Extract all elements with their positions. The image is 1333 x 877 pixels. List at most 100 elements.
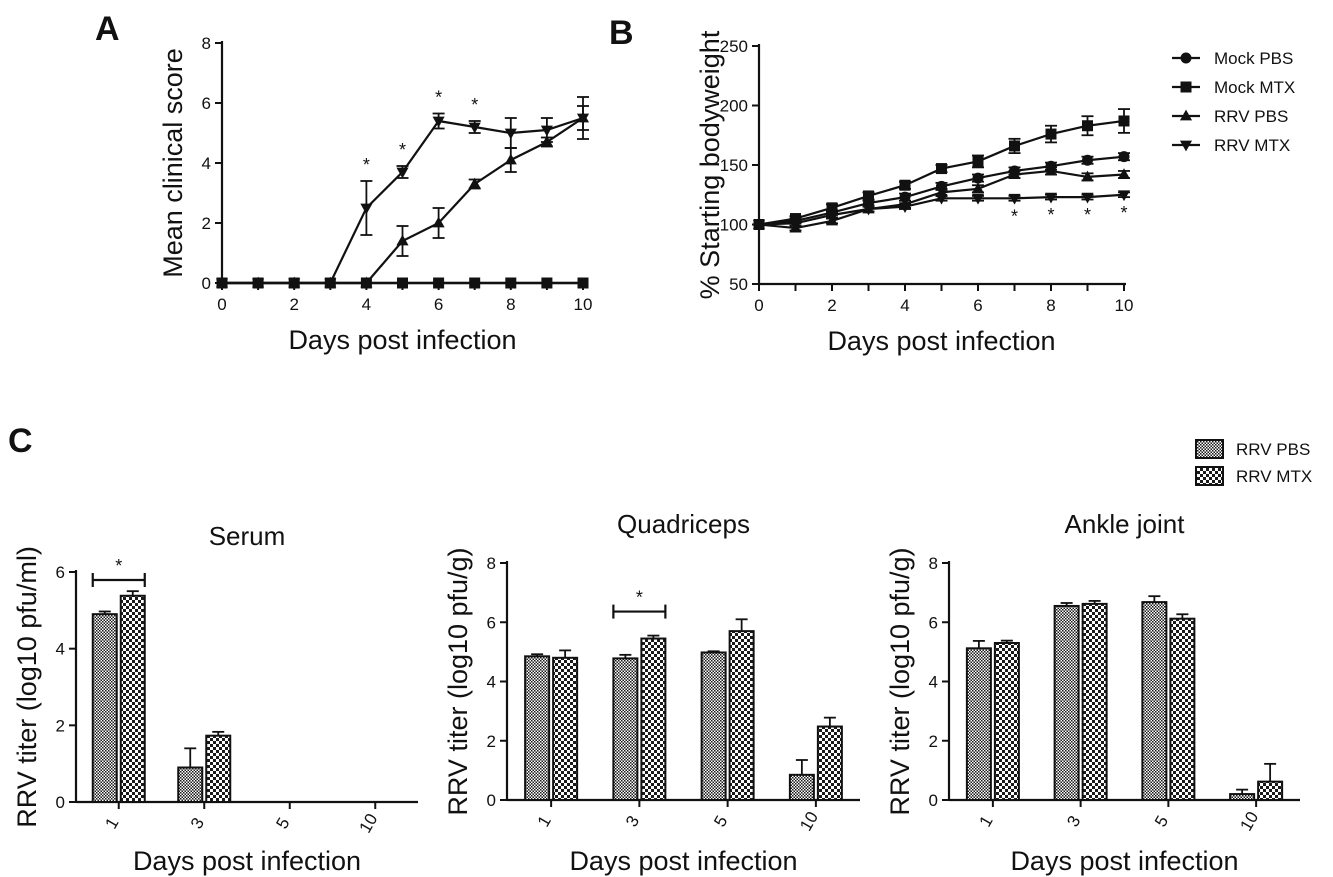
chart-a: 0 2 4 6 8 0 2 4 6 8 10 Days post infection Mean clin… [158,34,592,355]
data-point [1044,192,1058,204]
x-tick-label: 8 [1046,296,1055,315]
legend-swatch [1195,439,1224,459]
data-point [825,210,839,222]
y-axis-title: RRV titer (log10 pfu/ml) [12,546,42,828]
error-bar [795,759,808,775]
bar-rrv-pbs [1053,604,1080,801]
bar-rrv-mtx [816,725,843,802]
legend-label: RRV PBS [1214,107,1288,126]
data-point [1117,190,1131,202]
series-rrv-pbs [215,96,590,288]
significance-star: * [399,140,406,160]
data-point [432,216,445,228]
y-tick-label: 2 [487,732,496,751]
legend-marker [1179,140,1193,152]
y-tick-label: 2 [202,214,211,233]
data-point [215,278,229,290]
significance-star: * [115,556,122,576]
data-point [971,193,985,205]
x-tick-label: 1 [534,812,555,830]
legend-item: Mock MTX [1172,78,1295,97]
error-bar [559,649,572,658]
y-axis-title: % Starting bodyweight [695,30,725,299]
y-tick-label: 6 [56,563,65,582]
data-point [1045,128,1057,140]
error-bar [1088,600,1101,604]
error-bar [647,634,660,639]
error-bar [212,730,225,736]
error-bar [126,590,139,596]
y-tick-label: 4 [487,673,496,692]
data-point [863,190,874,202]
x-tick-label: 10 [796,808,822,834]
significance-star: * [435,88,442,108]
error-bar [1264,762,1277,782]
y-tick-label: 0 [56,793,65,812]
bar-rrv-pbs [524,655,551,801]
bar-rrv-mtx [552,656,579,801]
data-point [432,116,445,128]
error-bar [531,653,544,657]
y-tick-label: 2 [56,716,65,735]
y-tick-label: 100 [720,216,748,235]
data-point [576,113,590,125]
error-bar [1236,788,1249,795]
significance-star: * [1120,203,1127,223]
data-point [469,277,481,289]
data-point [540,125,553,137]
x-axis-title: Days post infection [1010,846,1238,876]
chart-title: Serum [209,521,286,551]
error-bar [1148,595,1161,603]
bar-rrv-pbs [700,651,727,802]
y-tick-label: 250 [720,37,748,56]
data-point [252,278,265,290]
y-tick-label: 6 [202,94,211,113]
data-point [1081,192,1094,204]
data-point [972,155,984,167]
bar-rrv-mtx [1257,780,1284,802]
data-point [360,203,373,215]
x-tick-label: 10 [1115,296,1134,315]
error-bar [823,716,836,727]
data-point [397,277,408,289]
data-point [288,278,301,290]
data-point [935,193,948,205]
data-point [752,220,766,231]
y-axis-title: RRV titer (log10 pfu/g) [443,547,473,815]
x-tick-label: 4 [900,296,909,315]
x-tick-label: 5 [1151,812,1172,830]
legend-label: RRV MTX [1214,136,1290,155]
x-tick-label: 2 [827,296,836,315]
data-point [504,153,517,165]
data-point [433,277,445,289]
data-point [1081,170,1094,182]
data-point [541,277,553,289]
error-bar [1000,639,1013,643]
chart-serum: 0 2 4 6 1 * 3 5 10 Serum Days post infection RRV ti… [12,521,418,876]
bar-rrv-pbs [612,657,639,802]
legend-item: RRV PBS [1195,439,1310,459]
x-tick-label: 3 [1063,812,1084,830]
x-axis-title: Days post infection [827,326,1055,356]
x-tick-label: 6 [973,296,982,315]
legend-item: Mock PBS [1172,49,1293,68]
x-tick-label: 0 [754,296,763,315]
legend-marker [1180,52,1192,64]
significance-bracket: * [91,556,146,587]
series-mock-mtx [753,108,1130,230]
error-bar [98,610,111,615]
y-tick-label: 2 [929,732,938,751]
significance-star: * [1011,206,1018,226]
y-tick-label: 150 [720,156,748,175]
error-bar [619,653,632,659]
x-tick-label: 6 [434,295,443,314]
bar-rrv-mtx [205,734,232,804]
bar-rrv-pbs [1141,601,1168,801]
legend-line-charts: Mock PBS Mock MTX RRV PBS RRV MTX [1172,49,1295,155]
significance-star: * [636,588,643,608]
chart-b: 50 100 150 200 250 0 2 4 6 8 10 Days post infection… [695,30,1133,356]
data-point [789,218,802,230]
x-tick-label: 5 [710,812,731,830]
bar-rrv-pbs [91,613,118,804]
